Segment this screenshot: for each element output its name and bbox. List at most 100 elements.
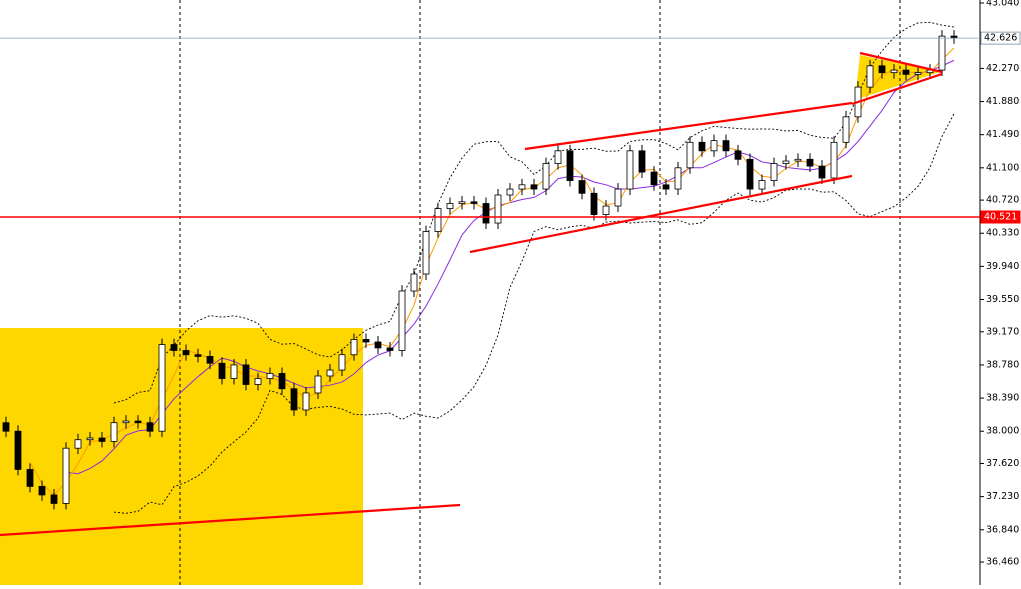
candle-body [254,378,262,385]
candle-body [782,160,790,164]
y-tick-label: 41.100 [986,162,1019,173]
price-label: 42.626 [984,33,1017,44]
candles [2,30,958,510]
y-tick-label: 39.940 [986,261,1019,272]
candle-body [206,356,214,364]
candle-body [38,486,46,496]
candle-body [74,439,82,449]
candle-body [266,373,274,379]
candle-body [98,437,106,442]
candle-body [710,140,718,152]
candle-body [506,188,514,196]
trend-line [851,72,943,106]
candle-body [398,290,406,351]
candle-body [134,420,142,424]
highlight-zone [0,328,363,585]
candle-body [542,163,550,190]
candle-body [806,158,814,167]
candle-body [614,188,622,207]
candle-body [86,437,94,441]
price-axis: 43.040 42.270 41.880 41.490 41.100 40.720 40.3… [979,0,1019,585]
candle-body [302,392,310,411]
candle-body [590,192,598,215]
candle-body [422,231,430,275]
trend-line [524,101,853,151]
candle-body [242,364,250,385]
candle-body [758,180,766,190]
candle-body [374,341,382,349]
candle-body [938,35,946,71]
y-tick-label: 38.390 [986,393,1019,404]
candle-body [314,375,322,394]
candle-body [686,141,694,169]
candle-body [458,201,466,204]
candle-body [470,201,478,204]
candle-body [602,205,610,215]
candle-body [842,116,850,143]
candle-body [746,158,754,190]
candle-body [638,150,646,173]
candle-body [554,150,562,164]
y-tick-label: 41.490 [986,129,1019,140]
candle-body [578,180,586,194]
candle-body [386,347,394,351]
candle-body [650,171,658,186]
candle-body [818,165,826,179]
candle-body [794,158,802,162]
y-tick-label: 40.330 [986,228,1019,239]
price-label-box [980,31,1021,45]
candle-body [158,344,166,432]
candle-body [326,369,334,377]
candle-body [62,447,70,504]
y-tick-label: 42.270 [986,63,1019,74]
time-grid [179,0,901,585]
candle-body [662,184,670,190]
candle-body [866,65,874,88]
candle-body [830,141,838,179]
candle-body [434,208,442,232]
trend-line [469,174,853,254]
y-tick-label: 37.230 [986,491,1019,502]
candle-body [566,150,574,181]
price-label-box [980,210,1021,224]
candle-body [674,167,682,190]
y-tick-label: 37.620 [986,458,1019,469]
candle-body [494,194,502,224]
candle-body [410,273,418,292]
candle-body [734,150,742,160]
trend-line [859,51,943,74]
candle-body [170,344,178,351]
candle-body [26,469,34,487]
candle-body [194,354,202,357]
candle-body [362,339,370,343]
bollinger-lower [113,113,955,514]
candle-body [914,72,922,75]
y-tick-label: 39.550 [986,294,1019,305]
candle-body [518,184,526,190]
y-tick-label: 41.880 [986,96,1019,107]
y-tick-label: 36.840 [986,524,1019,535]
candle-body [290,388,298,411]
candle-body [722,140,730,152]
candle-body [482,203,490,224]
trend-lines [0,51,943,537]
candle-body [218,362,226,379]
candle-body [878,65,886,74]
candle-body [770,163,778,181]
y-tick-label: 38.780 [986,359,1019,370]
y-tick-label: 38.000 [986,426,1019,437]
y-tick-label: 40.720 [986,195,1019,206]
candle-body [122,420,130,424]
y-tick-label: 43.040 [986,0,1019,8]
candle-body [278,373,286,390]
trend-line [0,503,461,537]
candle-body [626,150,634,190]
candle-body [2,422,10,432]
candle-body [14,430,22,470]
y-tick-label: 39.170 [986,326,1019,337]
candle-body [110,422,118,442]
bollinger-upper [113,21,955,404]
y-tick-label: 36.460 [986,557,1019,568]
